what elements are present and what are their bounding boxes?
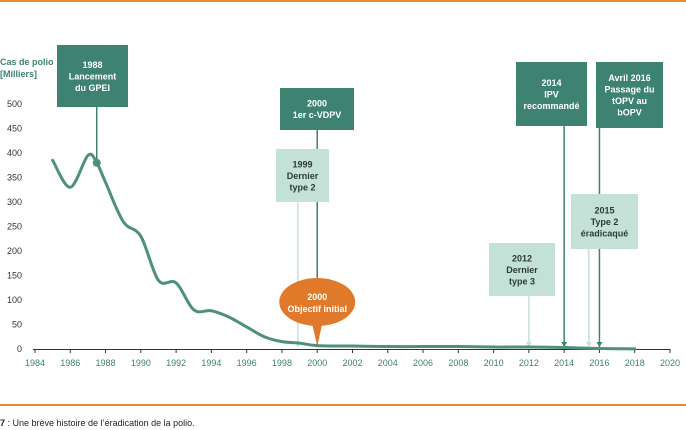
annotation-arrow-2012-type3 — [525, 342, 532, 347]
goal-bubble-pointer — [312, 324, 323, 346]
annotation-text-2015-type2: éradicaqué — [581, 228, 629, 238]
series-line — [51, 152, 637, 351]
x-tick-label: 1998 — [272, 358, 292, 368]
annotation-box-2016-topv — [596, 62, 663, 128]
caption-number: 7 — [0, 418, 6, 428]
annotation-text-2016-topv: Avril 2016 — [608, 73, 650, 83]
annotation-text-1988-gpei: 1988 — [82, 60, 102, 70]
goal-bubble-text: 2000 — [307, 292, 327, 302]
annotation-text-1988-gpei: Lancement — [69, 71, 117, 81]
y-tick-label: 350 — [7, 173, 22, 183]
figure-caption: 7 : Une brève histoire de l’éradication … — [0, 418, 195, 428]
annotation-box-2000-cvdpv — [280, 88, 354, 130]
bottom-rule — [0, 404, 686, 406]
annotation-arrow-2016-topv — [596, 342, 603, 347]
x-tick-label: 1986 — [60, 358, 80, 368]
y-tick-label: 100 — [7, 295, 22, 305]
annotation-text-1999-type2: Dernier — [287, 171, 319, 181]
x-tick-label: 2018 — [625, 358, 645, 368]
annotation-arrow-2015-type2 — [585, 342, 592, 347]
goal-bubble — [279, 278, 356, 326]
annotation-box-2015-type2 — [571, 194, 638, 249]
y-tick-label: 300 — [7, 197, 22, 207]
x-tick-label: 1990 — [131, 358, 151, 368]
annotation-text-2012-type3: type 3 — [509, 276, 535, 286]
y-tick-label: 150 — [7, 271, 22, 281]
annotation-text-2015-type2: 2015 — [594, 205, 614, 215]
annotation-box-2012-type3 — [489, 243, 555, 296]
y-tick-label: 50 — [12, 320, 22, 330]
y-tick-label: 250 — [7, 222, 22, 232]
annotation-text-2000-cvdpv: 1er c-VDPV — [293, 110, 342, 120]
polio-chart: Cas de polio [Milliers] 0 50 100 150 200 250 300… — [0, 45, 680, 368]
x-tick-label: 2020 — [660, 358, 680, 368]
x-tick-label: 1988 — [96, 358, 116, 368]
annotation-text-2014-ipv: 2014 — [541, 78, 561, 88]
annotation-box-2014-ipv — [516, 62, 587, 126]
top-rule — [0, 0, 686, 2]
series-marker — [92, 158, 101, 167]
annotation-text-2016-topv: tOPV au — [612, 96, 647, 106]
x-tick-label: 2006 — [413, 358, 433, 368]
annotation-text-2012-type3: Dernier — [506, 265, 538, 275]
annotation-text-2015-type2: Type 2 — [591, 217, 619, 227]
annotation-arrow-2014-ipv — [561, 342, 568, 347]
y-tick-label: 0 — [17, 344, 22, 354]
annotation-text-2012-type3: 2012 — [512, 253, 532, 263]
y-tick-label: 450 — [7, 124, 22, 134]
annotation-text-2014-ipv: IPV — [544, 89, 559, 99]
annotation-box-1988-gpei — [57, 45, 128, 107]
annotation-text-1999-type2: 1999 — [292, 159, 312, 169]
annotation-text-2016-topv: Passage du — [604, 85, 654, 95]
x-tick-label: 1994 — [201, 358, 221, 368]
y-tick-label: 400 — [7, 148, 22, 158]
annotation-text-1988-gpei: du GPEI — [75, 83, 110, 93]
y-tick-label: 500 — [7, 99, 22, 109]
x-tick-label: 2000 — [307, 358, 327, 368]
annotation-text-2000-cvdpv: 2000 — [307, 99, 327, 109]
annotation-text-2014-ipv: recommandé — [523, 101, 579, 111]
caption-text: : Une brève histoire de l’éradication de… — [5, 418, 195, 428]
x-tick-label: 2008 — [448, 358, 468, 368]
y-tick-label: 200 — [7, 246, 22, 256]
y-axis-label: [Milliers] — [0, 69, 37, 79]
goal-bubble-text: Objectif initial — [287, 304, 347, 314]
annotation-text-1999-type2: type 2 — [289, 182, 315, 192]
x-tick-label: 2016 — [589, 358, 609, 368]
x-tick-label: 2004 — [378, 358, 398, 368]
annotation-box-1999-type2 — [276, 149, 329, 202]
x-tick-label: 1996 — [237, 358, 257, 368]
annotation-text-2016-topv: bOPV — [617, 108, 642, 118]
x-tick-label: 1992 — [166, 358, 186, 368]
x-tick-label: 1984 — [25, 358, 45, 368]
x-tick-label: 2012 — [519, 358, 539, 368]
x-tick-label: 2002 — [342, 358, 362, 368]
x-tick-label: 2010 — [484, 358, 504, 368]
x-tick-label: 2014 — [554, 358, 574, 368]
y-axis-label: Cas de polio — [0, 57, 54, 67]
